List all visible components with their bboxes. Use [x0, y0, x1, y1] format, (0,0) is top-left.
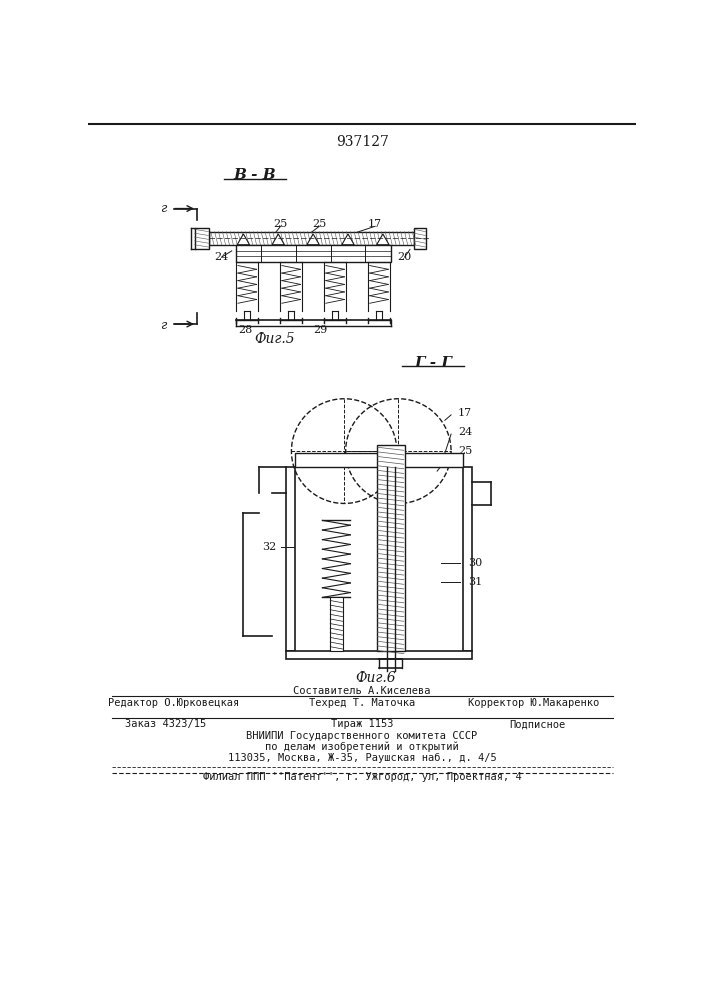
Text: Составитель А.Киселева: Составитель А.Киселева — [293, 686, 431, 696]
Polygon shape — [296, 453, 462, 466]
Polygon shape — [377, 234, 389, 245]
Text: Фиг.5: Фиг.5 — [254, 332, 295, 346]
Text: Филиал ППП ''Патент'', г. Ужгород, ул, Проектная, 4: Филиал ППП ''Патент'', г. Ужгород, ул, П… — [203, 772, 521, 782]
Text: Г - Г: Г - Г — [414, 356, 452, 370]
Text: Тираж 1153: Тираж 1153 — [331, 719, 393, 729]
Text: Подписное: Подписное — [510, 719, 566, 729]
Polygon shape — [377, 445, 404, 651]
Polygon shape — [272, 234, 284, 245]
Polygon shape — [462, 466, 472, 651]
Text: 20: 20 — [397, 252, 411, 262]
Text: 113035, Москва, Ж-35, Раушская наб., д. 4/5: 113035, Москва, Ж-35, Раушская наб., д. … — [228, 753, 496, 763]
Text: 25: 25 — [312, 219, 327, 229]
Polygon shape — [330, 597, 343, 651]
Polygon shape — [194, 228, 209, 249]
Text: г: г — [160, 202, 167, 215]
Text: 24: 24 — [458, 427, 472, 437]
Polygon shape — [286, 466, 296, 651]
Text: Техред Т. Маточка: Техред Т. Маточка — [309, 698, 415, 708]
Text: 28: 28 — [238, 325, 252, 335]
Text: 17: 17 — [458, 408, 472, 418]
Text: 32: 32 — [262, 542, 276, 552]
Text: 25: 25 — [274, 219, 288, 229]
Text: ВНИИПИ Государственного комитета СССР: ВНИИПИ Государственного комитета СССР — [246, 731, 477, 741]
Text: 24: 24 — [214, 252, 229, 262]
Text: 937127: 937127 — [337, 135, 389, 149]
Text: В - В: В - В — [234, 168, 276, 182]
Polygon shape — [209, 232, 414, 245]
Text: 25: 25 — [458, 446, 472, 456]
Text: 31: 31 — [468, 577, 482, 587]
Text: Заказ 4323/15: Заказ 4323/15 — [125, 719, 206, 729]
Text: по делам изобретений и открытий: по делам изобретений и открытий — [265, 742, 459, 752]
Text: 30: 30 — [468, 558, 482, 568]
Polygon shape — [286, 651, 472, 659]
Polygon shape — [414, 228, 426, 249]
Polygon shape — [341, 234, 354, 245]
Polygon shape — [307, 234, 320, 245]
Text: г: г — [160, 319, 167, 332]
Text: Корректор Ю.Макаренко: Корректор Ю.Макаренко — [468, 698, 600, 708]
Text: Редактор О.Юрковецкая: Редактор О.Юрковецкая — [108, 698, 239, 708]
Text: Фиг.6: Фиг.6 — [355, 671, 395, 685]
Text: 17: 17 — [368, 219, 382, 229]
Polygon shape — [235, 245, 391, 262]
Text: 29: 29 — [314, 325, 328, 335]
Polygon shape — [237, 234, 250, 245]
